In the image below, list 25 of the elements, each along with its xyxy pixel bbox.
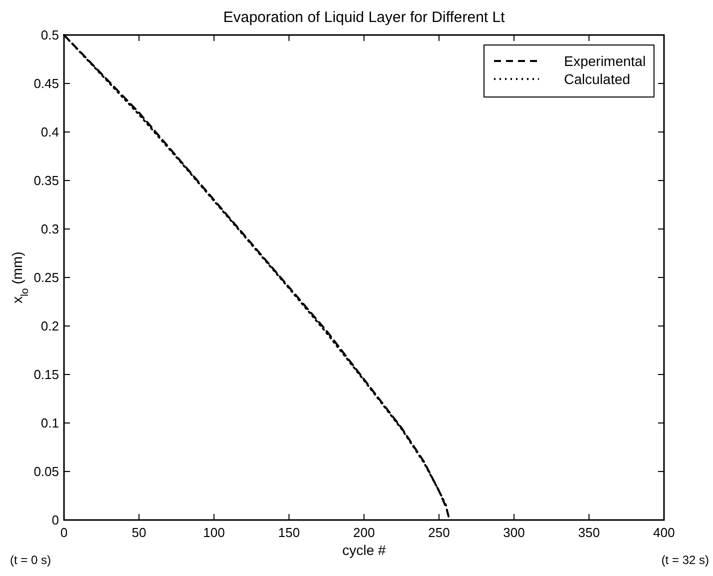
y-tick-label: 0.4 (40, 124, 59, 140)
y-tick-label: 0.05 (34, 464, 59, 479)
x-tick-label: 300 (503, 525, 525, 540)
x-tick-label: 200 (353, 525, 375, 540)
text: (t = 0 s) (10, 553, 52, 567)
x-tick-label: 150 (278, 525, 300, 540)
x-tick-label: 250 (428, 525, 450, 540)
y-tick-label: 0.15 (34, 367, 59, 382)
chart-title: Evaporation of Liquid Layer for Different Lt (223, 9, 506, 26)
y-tick-label: 0.45 (34, 76, 59, 91)
x-tick-label: 50 (132, 525, 146, 540)
y-tick-label: 0.25 (34, 270, 59, 285)
y-tick-label: 0 (52, 512, 59, 528)
y-tick-label: 0.5 (40, 28, 59, 42)
text: (t = 32 s) (661, 553, 709, 567)
legend-label: Experimental (564, 53, 646, 69)
x-axis-title: cycle # (342, 542, 386, 558)
y-tick-label: 0.35 (34, 173, 59, 188)
x-tick-label: 100 (203, 525, 225, 540)
y-tick-label: 0.1 (40, 416, 59, 430)
y-tick-label: 0.3 (40, 222, 59, 236)
legend-label: Calculated (564, 71, 630, 87)
x-tick-label: 350 (578, 525, 600, 540)
y-tick-label: 0.2 (40, 318, 59, 334)
x-tick-label: 400 (653, 525, 675, 540)
